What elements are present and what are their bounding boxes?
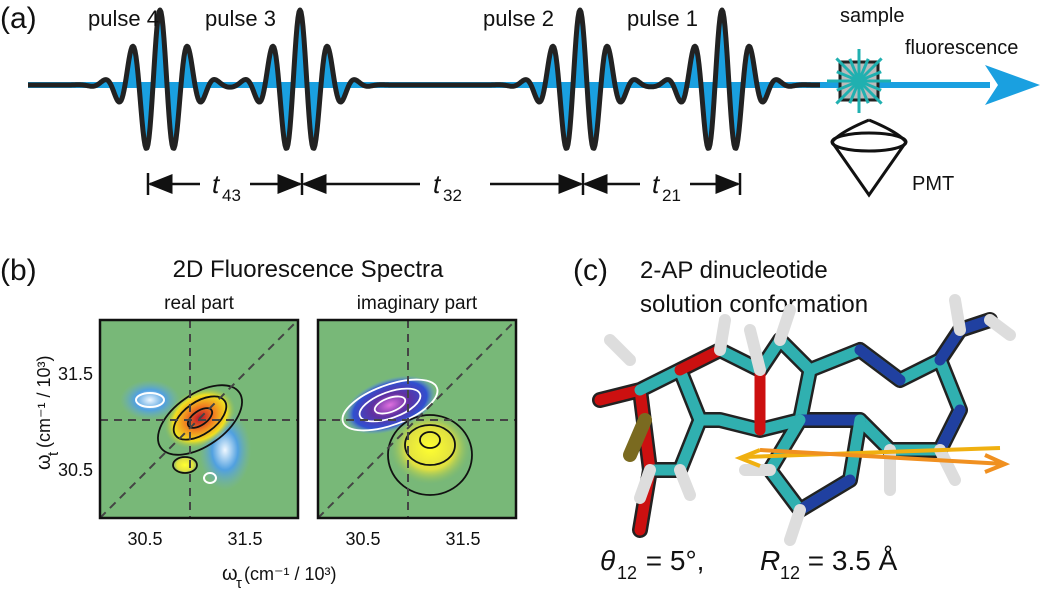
pmt-label: PMT [912,173,954,195]
axis-subscript: τ [236,575,242,591]
sample-icon [827,49,891,113]
fluorescence-label: fluorescence [905,37,1018,59]
star-ray [848,58,861,82]
spectrum-real [98,318,300,520]
sample-label: sample [840,5,904,27]
star-ray [857,80,870,104]
delay-subscript: 43 [222,186,241,205]
dipole-arrows [734,446,1011,474]
delay-symbol: t [433,169,442,199]
panel-title: 2-AP dinucleotide [640,257,828,284]
panel-label: (a) [0,2,37,35]
pulse-label: pulse 4 [88,6,159,31]
y-tick-label: 31.5 [58,364,93,384]
caption-subscript: 12 [617,563,637,583]
star-ray [836,79,860,92]
star-ray [835,57,861,83]
pmt-icon [830,118,908,198]
beam-arrow [985,65,1040,105]
x-tick-label: 31.5 [227,529,262,549]
axis-unit: (cm⁻¹ / 10³) [244,564,337,584]
star-ray [836,70,860,83]
axis-unit: (cm⁻¹ / 10³) [34,356,54,449]
delay-subscript: 32 [443,186,462,205]
y-tick-label: 30.5 [58,460,93,480]
molecule [592,294,1016,546]
pulse-wave [26,7,822,151]
star-ray [858,79,882,92]
caption-symbol: θ [600,545,615,576]
delay-arrows [146,173,742,195]
caption: θ 12 = 5°, R 12 = 3.5 Å [600,545,898,583]
panel-label: (c) [573,254,608,287]
axis-symbol: ω [33,454,55,470]
subtitle: real part [164,293,234,314]
panel-title: 2D Fluorescence Spectra [173,256,444,283]
pulses [26,7,822,151]
x-tick-label: 31.5 [445,529,480,549]
caption-text: = 3.5 Å [800,545,898,576]
star-ray [857,57,883,83]
delay-symbol: t [652,169,661,199]
caption-symbol: R [760,545,780,576]
star-ray [835,79,861,105]
y-axis-label: ω t (cm⁻¹ / 10³) [33,356,62,471]
caption-subscript: 12 [780,563,800,583]
caption-text: = 5°, [638,545,712,576]
axis-symbol: ω [222,563,238,585]
x-axis-label: ω τ (cm⁻¹ / 10³) [222,563,337,591]
axis-subscript: t [45,451,62,456]
delay-subscript: 21 [662,186,681,205]
pulse-label: pulse 2 [483,6,554,31]
star-ray [857,58,870,82]
pulse-fill [28,10,820,149]
pulse-label: pulse 3 [205,6,276,31]
pulse-label: pulse 1 [627,6,698,31]
x-tick-label: 30.5 [127,529,162,549]
panel-label: (b) [0,254,37,287]
star-ray [858,70,882,83]
delay-symbol: t [212,169,221,199]
spectrum-imaginary [316,318,518,520]
star-ray [857,79,883,105]
panel-title: solution conformation [640,291,868,318]
subtitle: imaginary part [357,293,478,314]
star-ray [848,80,861,104]
x-tick-label: 30.5 [345,529,380,549]
